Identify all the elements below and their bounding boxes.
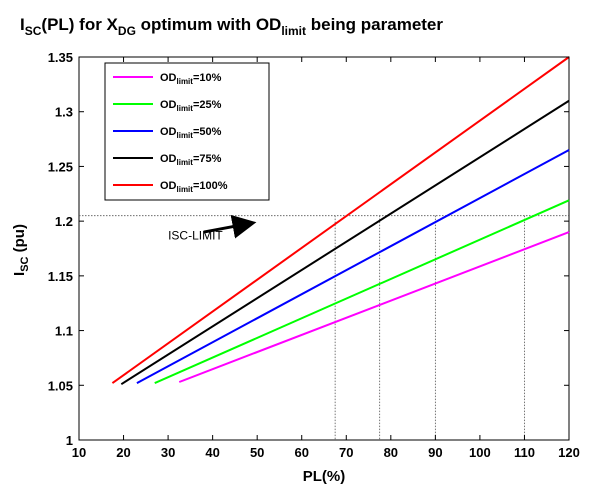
x-axis-label: PL(%)	[303, 468, 346, 485]
x-tick-label: 40	[205, 445, 219, 460]
x-tick-label: 30	[161, 445, 175, 460]
x-tick-label: 120	[558, 445, 580, 460]
x-tick-label: 20	[116, 445, 130, 460]
series-line	[120, 99, 570, 386]
x-tick-label: 110	[514, 445, 535, 460]
isc-limit-annotation: ISC-LIMIT	[168, 214, 257, 243]
x-tick-label: 60	[294, 445, 308, 460]
series-line	[178, 231, 570, 383]
y-tick-label: 1.05	[48, 378, 73, 393]
legend: ODlimit=10% ODlimit=25% ODlimit=50% ODlimit…	[104, 62, 270, 201]
legend-entry: ODlimit=50%	[160, 126, 222, 140]
legend-entry: ODlimit=10%	[160, 72, 222, 86]
x-tick-label: 80	[384, 445, 398, 460]
y-tick-label: 1.25	[48, 159, 73, 174]
y-tick-label: 1.2	[55, 214, 73, 229]
y-tick-label: 1	[66, 433, 73, 448]
y-tick-label: 1.15	[48, 269, 73, 284]
y-tick-label: 1.1	[55, 324, 73, 339]
x-tick-label: 100	[469, 445, 491, 460]
tick-labels: 10 20 30 40 50 60 70 80 90 100 110 120 1 1.05 1.1 1.15 1…	[48, 50, 580, 460]
x-tick-label: 10	[72, 445, 86, 460]
y-tick-label: 1.3	[55, 105, 73, 120]
series-lines	[111, 56, 570, 386]
legend-entry: ODlimit=25%	[160, 99, 222, 113]
chart-title: ISC(PL) for XDG optimum with ODlimit bei…	[20, 15, 443, 38]
series-line	[111, 56, 570, 384]
y-tick-label: 1.35	[48, 50, 73, 65]
legend-entry: ODlimit=75%	[160, 153, 222, 167]
x-tick-label: 70	[339, 445, 353, 460]
legend-entry: ODlimit=100%	[160, 180, 228, 194]
x-tick-label: 50	[250, 445, 264, 460]
series-line	[136, 149, 570, 384]
series-line	[154, 199, 570, 385]
x-tick-label: 90	[428, 445, 442, 460]
isc-limit-arrow-icon	[203, 214, 257, 239]
y-axis-label: ISC (pu)	[11, 224, 31, 276]
axis-ticks	[78, 56, 570, 441]
